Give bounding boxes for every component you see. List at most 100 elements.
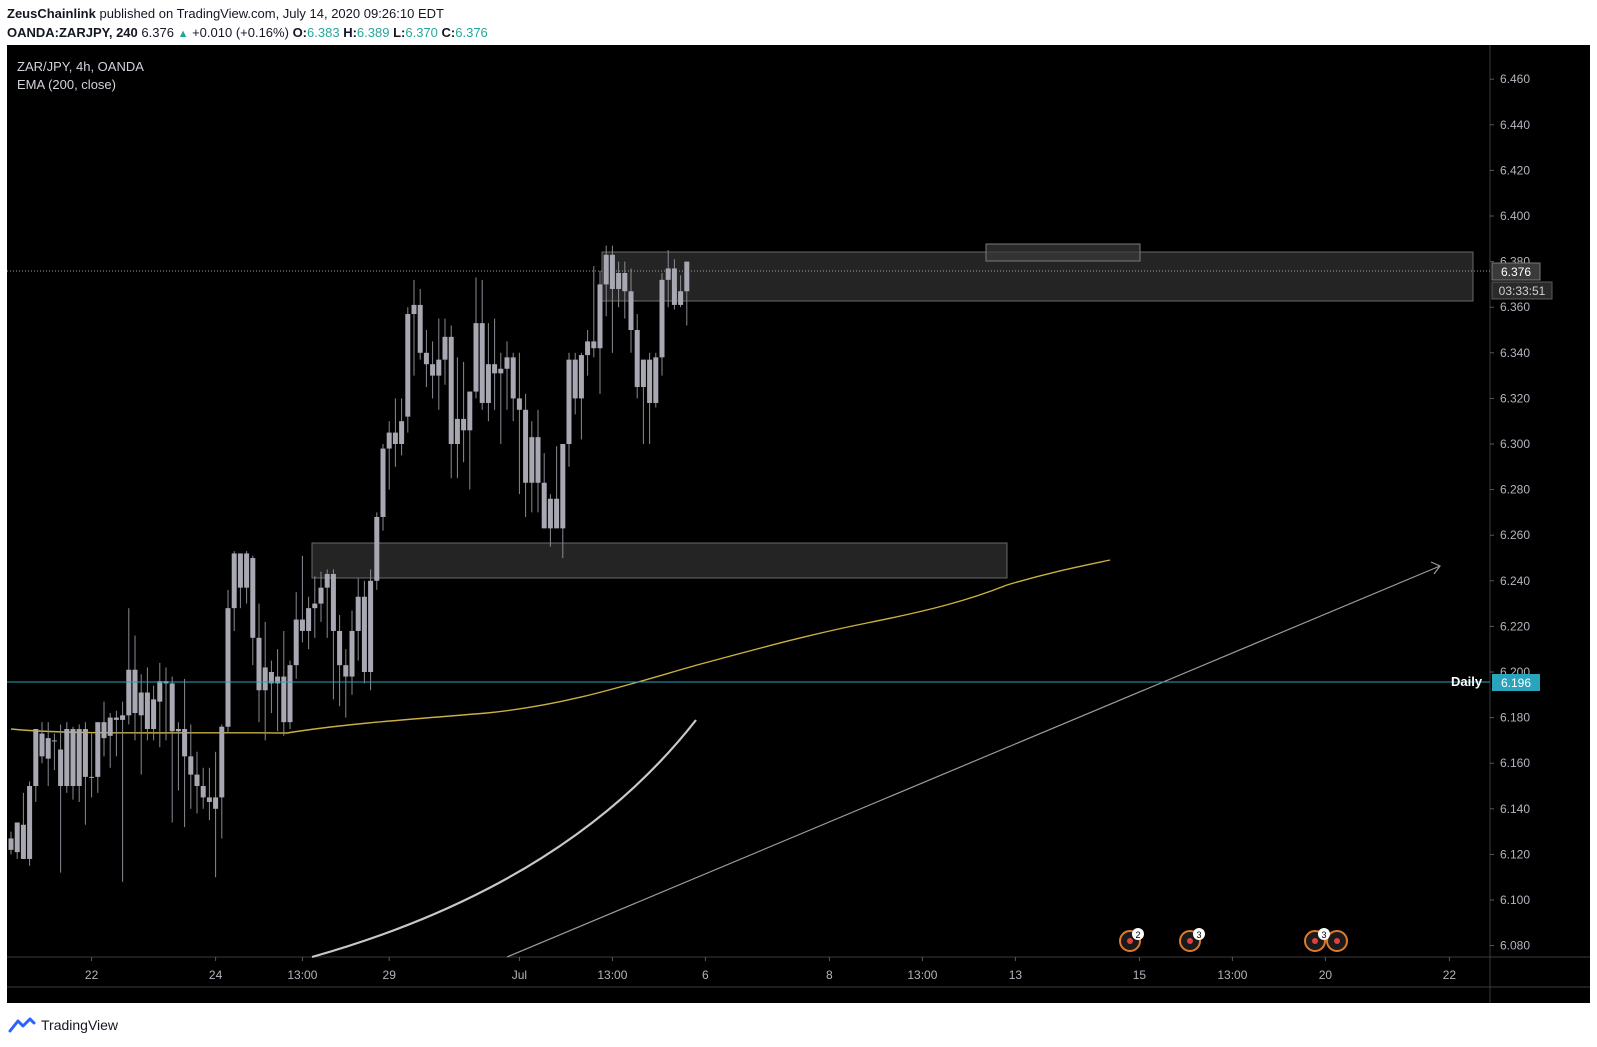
candle[interactable] [380, 444, 386, 531]
candle[interactable] [430, 341, 436, 399]
candle[interactable] [547, 494, 553, 547]
candle[interactable] [27, 781, 33, 866]
candle[interactable] [64, 722, 70, 793]
candle[interactable] [101, 701, 107, 757]
candle[interactable] [126, 608, 132, 725]
curve-drawing[interactable] [311, 719, 697, 959]
event-marker-2[interactable]: 2 [1119, 928, 1144, 952]
candle[interactable] [448, 325, 454, 479]
candle[interactable] [591, 266, 597, 358]
candle[interactable] [188, 724, 194, 809]
support-zone-rect[interactable] [311, 542, 1008, 579]
candle[interactable] [597, 270, 603, 394]
candle[interactable] [8, 831, 14, 855]
candle[interactable] [275, 649, 281, 732]
candle[interactable] [70, 726, 76, 800]
ema-200-line[interactable] [10, 559, 1111, 734]
candle[interactable] [113, 710, 119, 757]
candle[interactable] [423, 330, 429, 387]
candle[interactable] [473, 277, 479, 399]
event-marker-3b[interactable]: 3 [1304, 928, 1348, 952]
legend-indicator[interactable]: EMA (200, close) [17, 77, 116, 92]
candle[interactable] [330, 569, 336, 700]
candle[interactable] [33, 729, 39, 802]
author-name[interactable]: ZeusChainlink [7, 6, 96, 21]
candle[interactable] [237, 553, 243, 609]
candle[interactable] [95, 722, 101, 793]
candle[interactable] [138, 674, 144, 775]
candle[interactable] [107, 713, 113, 768]
candle[interactable] [349, 610, 355, 695]
candle[interactable] [89, 733, 95, 798]
candle[interactable] [436, 318, 442, 410]
candle[interactable] [39, 722, 45, 764]
candle[interactable] [628, 268, 634, 353]
candle[interactable] [523, 393, 529, 517]
candle[interactable] [132, 635, 138, 741]
candle[interactable] [20, 792, 26, 859]
candle[interactable] [299, 555, 305, 643]
legend-title[interactable]: ZAR/JPY, 4h, OANDA [17, 59, 144, 74]
small-zone-rect[interactable] [985, 243, 1141, 262]
candle[interactable] [467, 391, 473, 490]
candle[interactable] [231, 551, 237, 631]
candle[interactable] [516, 352, 522, 495]
candle[interactable] [219, 724, 225, 839]
candle[interactable] [510, 352, 516, 422]
candle[interactable] [529, 421, 535, 513]
candle[interactable] [144, 667, 150, 741]
candle[interactable] [58, 724, 64, 873]
candle[interactable] [622, 261, 628, 319]
candle[interactable] [368, 569, 374, 691]
chart-area[interactable]: 6.080 6.100 6.120 6.140 6.160 6.180 6.200 6.220… [7, 45, 1590, 1003]
candle[interactable] [609, 245, 615, 353]
candle[interactable] [14, 822, 20, 859]
candle[interactable] [640, 359, 646, 444]
candle[interactable] [206, 767, 212, 821]
candle[interactable] [659, 273, 665, 376]
candle[interactable] [386, 421, 392, 490]
event-marker-3a[interactable]: 3 [1179, 928, 1205, 952]
candle[interactable] [634, 314, 640, 399]
candle[interactable] [541, 453, 547, 529]
candle[interactable] [287, 660, 293, 729]
candle[interactable] [293, 592, 299, 679]
tradingview-logo[interactable]: TradingView [8, 1017, 118, 1033]
candle[interactable] [244, 551, 250, 604]
candle[interactable] [82, 722, 88, 825]
candle[interactable] [461, 361, 467, 463]
candle[interactable] [318, 571, 324, 622]
candle[interactable] [653, 352, 659, 408]
candle[interactable] [585, 330, 591, 376]
candle[interactable] [76, 724, 82, 802]
candle[interactable] [411, 279, 417, 376]
candle[interactable] [157, 662, 163, 748]
candle[interactable] [665, 250, 671, 308]
candle[interactable] [250, 555, 256, 666]
candle[interactable] [535, 409, 541, 513]
candle[interactable] [225, 589, 231, 734]
candle[interactable] [312, 576, 318, 638]
candle[interactable] [504, 341, 510, 410]
candle[interactable] [200, 767, 206, 809]
candle[interactable] [560, 444, 566, 558]
candle[interactable] [566, 352, 572, 467]
candle[interactable] [51, 733, 57, 771]
candle[interactable] [647, 352, 653, 444]
candle[interactable] [399, 398, 405, 456]
candle[interactable] [454, 357, 460, 479]
candle[interactable] [306, 596, 312, 650]
candle[interactable] [175, 722, 181, 791]
candle[interactable] [194, 751, 200, 814]
candle[interactable] [603, 245, 609, 317]
candle[interactable] [355, 578, 361, 661]
price-chart-svg[interactable]: 6.0806.1006.1206.1406.1606.1806.2006.220… [7, 45, 1590, 1003]
candle[interactable] [671, 259, 677, 310]
candle[interactable] [374, 512, 380, 590]
candle[interactable] [361, 580, 367, 684]
candle[interactable] [169, 676, 175, 823]
candle[interactable] [324, 569, 330, 638]
candle[interactable] [182, 678, 188, 828]
candle[interactable] [343, 649, 349, 718]
candle[interactable] [485, 323, 491, 422]
